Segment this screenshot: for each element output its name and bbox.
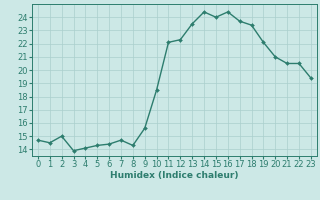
X-axis label: Humidex (Indice chaleur): Humidex (Indice chaleur) [110, 171, 239, 180]
